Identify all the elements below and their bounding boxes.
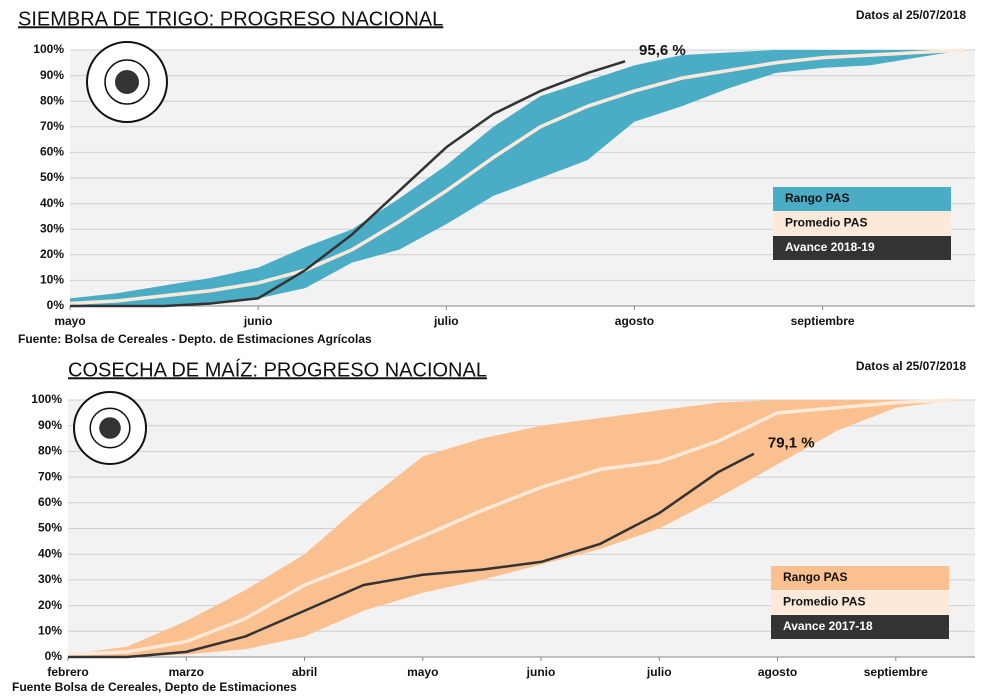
y-tick-label: 90% — [38, 418, 62, 432]
y-tick-label: 0% — [45, 649, 63, 663]
y-tick-label: 100% — [31, 392, 62, 406]
y-tick-label: 100% — [33, 42, 64, 56]
x-tick-label: julio — [646, 665, 672, 679]
y-tick-label: 70% — [38, 469, 62, 483]
x-tick-label: abril — [292, 665, 317, 679]
y-tick-label: 80% — [40, 93, 64, 107]
x-tick-label: septiembre — [864, 665, 928, 679]
y-tick-label: 60% — [40, 145, 64, 159]
source-note: Fuente Bolsa de Cereales, Depto de Estim… — [12, 680, 297, 694]
x-tick-label: febrero — [47, 665, 88, 679]
series-line — [67, 398, 955, 657]
x-tick-label: junio — [243, 314, 273, 328]
value-annotation: 95,6 % — [639, 42, 686, 59]
x-tick-label: junio — [526, 665, 556, 679]
legend-label: Rango PAS — [783, 570, 847, 584]
y-tick-label: 30% — [40, 221, 64, 235]
y-tick-label: 20% — [40, 247, 64, 261]
y-tick-label: 40% — [38, 546, 62, 560]
y-tick-label: 60% — [38, 495, 62, 509]
y-tick-label: 50% — [40, 170, 64, 184]
x-tick-label: septiembre — [791, 314, 855, 328]
x-tick-label: mayo — [407, 665, 438, 679]
date-note: Datos al 25/07/2018 — [856, 359, 966, 373]
range-band — [70, 50, 964, 306]
y-tick-label: 20% — [38, 598, 62, 612]
x-tick-label: marzo — [169, 665, 204, 679]
x-tick-label: agosto — [615, 314, 654, 328]
legend-swatch — [773, 187, 951, 211]
x-tick-label: agosto — [758, 665, 797, 679]
series-line — [70, 60, 626, 308]
y-tick-label: 10% — [40, 273, 64, 287]
x-tick-label: mayo — [54, 314, 85, 328]
legend-label: Rango PAS — [785, 191, 849, 205]
logo-inner — [104, 59, 150, 105]
legend-swatch — [771, 590, 949, 615]
y-tick-label: 70% — [40, 119, 64, 133]
chart-title: SIEMBRA DE TRIGO: PROGRESO NACIONAL — [18, 8, 443, 30]
legend-swatch — [773, 211, 951, 236]
y-tick-label: 0% — [47, 298, 65, 312]
legend-swatch — [771, 615, 949, 639]
series-line — [69, 48, 964, 306]
chart-title: COSECHA DE MAÍZ: PROGRESO NACIONAL — [68, 358, 487, 381]
x-tick-label: julio — [433, 314, 459, 328]
y-tick-label: 30% — [38, 572, 62, 586]
y-tick-label: 80% — [38, 444, 62, 458]
source-note: Fuente: Bolsa de Cereales - Depto. de Es… — [18, 332, 372, 346]
series-line — [68, 452, 755, 659]
logo-center — [115, 70, 139, 94]
value-annotation: 79,1 % — [768, 435, 815, 452]
legend-label: Avance 2018-19 — [785, 240, 875, 254]
legend-label: Promedio PAS — [785, 216, 867, 230]
y-tick-label: 40% — [40, 196, 64, 210]
logo-center — [99, 417, 121, 439]
y-tick-label: 50% — [38, 521, 62, 535]
legend-label: Avance 2017-18 — [783, 619, 873, 633]
legend-swatch — [771, 566, 949, 590]
legend-label: Promedio PAS — [783, 595, 865, 609]
y-tick-label: 90% — [40, 68, 64, 82]
date-note: Datos al 25/07/2018 — [856, 8, 966, 22]
logo-inner — [89, 407, 131, 449]
legend-swatch — [773, 236, 951, 260]
y-tick-label: 10% — [38, 623, 62, 637]
